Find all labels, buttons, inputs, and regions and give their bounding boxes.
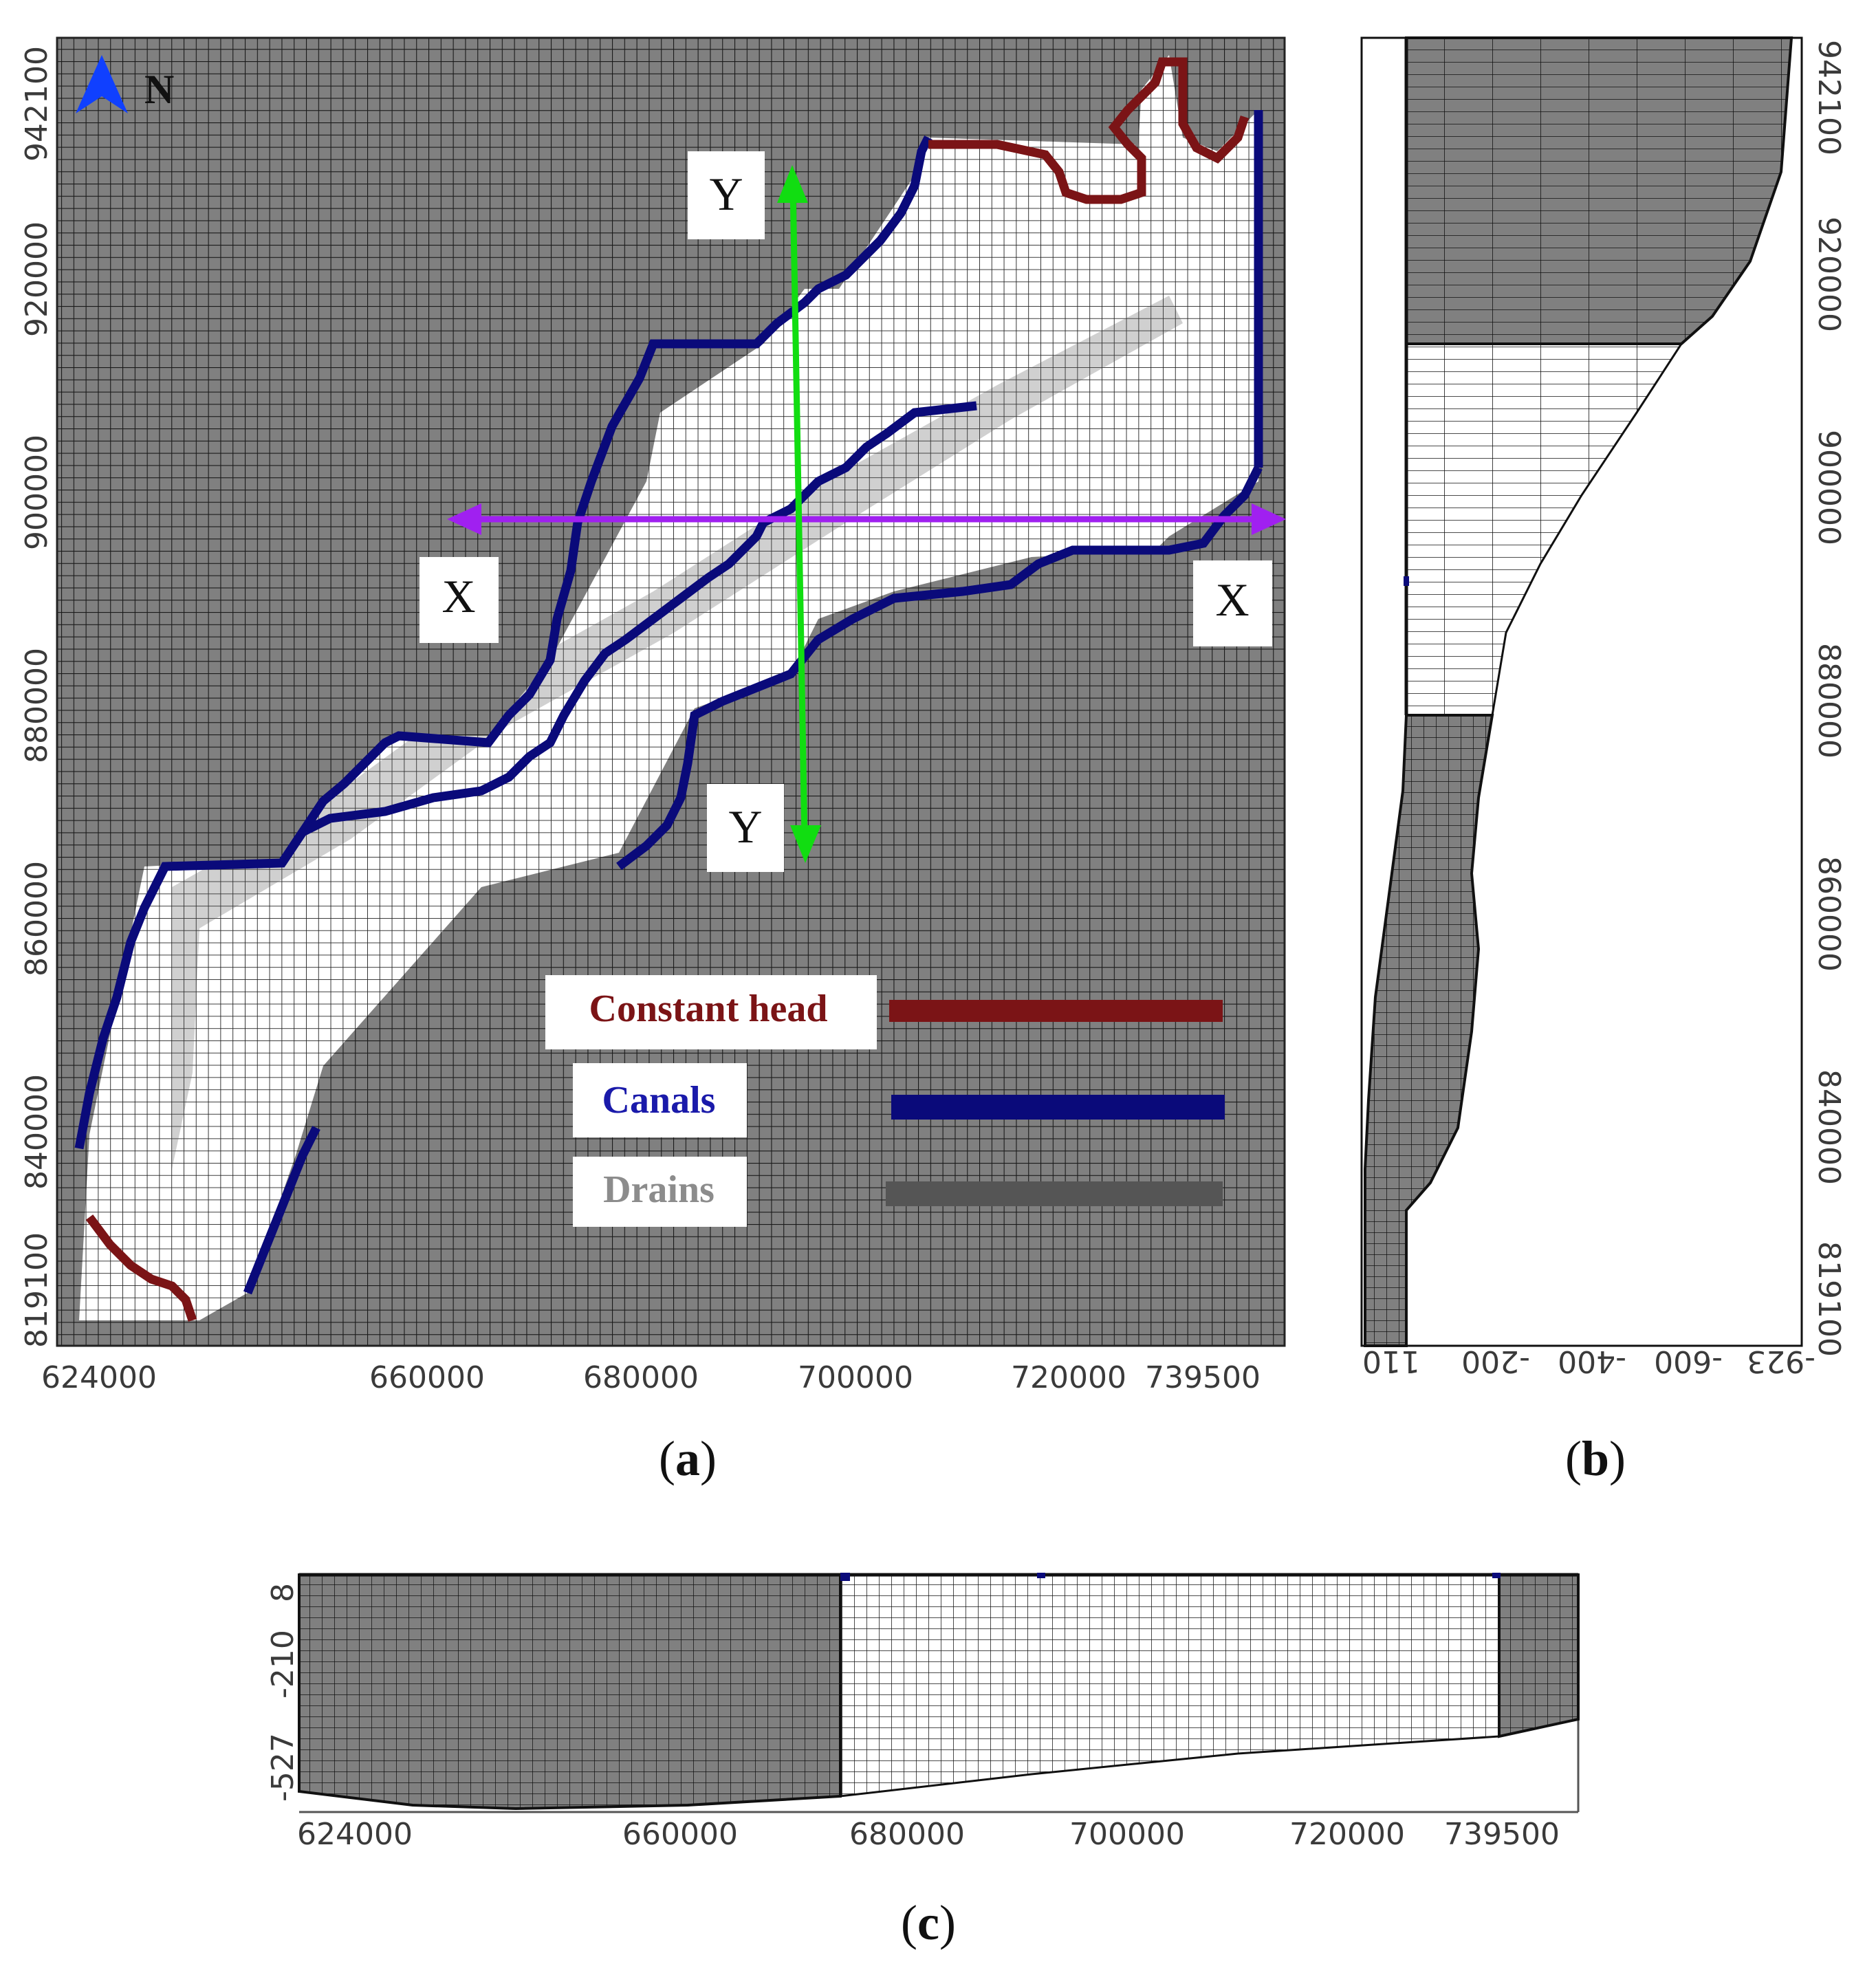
north-arrow-icon [76, 55, 128, 113]
section-y: Y Y [688, 151, 821, 872]
c-y-tick: -210 [265, 1630, 301, 1699]
b-y-tick: 942100 [1811, 40, 1846, 155]
panel-a: N X X Y Y Constant head [19, 36, 1286, 1486]
panel-c-label: (c) [901, 1895, 956, 1950]
a-x-tick: 720000 [1011, 1360, 1126, 1395]
panel-c-x-axis: 624000 660000 680000 700000 720000 73950… [297, 1817, 1560, 1852]
a-y-tick: 819100 [19, 1232, 54, 1348]
section-x-left-box [419, 557, 499, 643]
b-y-tick: 920000 [1811, 217, 1846, 332]
b-y-tick: 819100 [1811, 1241, 1846, 1357]
legend-drains-swatch [886, 1181, 1223, 1206]
panel-a-y-axis: 942100 920000 900000 880000 860000 84000… [19, 46, 54, 1348]
a-x-tick: 700000 [798, 1360, 913, 1395]
constant-head-boundaries [85, 57, 1250, 1322]
b-y-tick: 880000 [1811, 643, 1846, 759]
section-x-right-box [1193, 560, 1272, 646]
panel-c-canal-marker [1492, 1573, 1501, 1578]
a-y-tick: 942100 [19, 46, 54, 162]
c-x-tick: 720000 [1289, 1817, 1405, 1852]
legend-drains-box [573, 1157, 747, 1227]
constant-head-south-west [85, 1214, 197, 1322]
panel-b: 942100 920000 900000 880000 860000 84000… [1360, 36, 1846, 1486]
canal-boundaries [74, 110, 1263, 1295]
canal-middle [278, 401, 977, 866]
a-y-tick: 840000 [19, 1074, 54, 1190]
b-y-tick: 840000 [1811, 1069, 1846, 1185]
panel-b-upper-grid [1406, 38, 1791, 344]
canal-south-east [243, 1126, 320, 1295]
panel-c: 8 -210 -527 624000 660000 680000 700000 … [265, 1573, 1580, 1950]
a-y-tick: 860000 [19, 861, 54, 976]
panel-b-x-axis: 110 -200 -400 -600 -923 [1362, 1344, 1815, 1379]
panel-b-label: (b) [1565, 1431, 1626, 1486]
constant-head-north [928, 57, 1250, 204]
section-x-arrow-left-icon [447, 503, 481, 535]
legend-drains-label: Drains [603, 1168, 715, 1211]
section-x: X X [419, 503, 1286, 646]
c-x-tick: 660000 [622, 1817, 738, 1852]
active-model-domain [79, 55, 1258, 1320]
section-y-line [789, 185, 808, 840]
c-x-tick: 680000 [849, 1817, 965, 1852]
panel-b-y-axis: 942100 920000 900000 880000 860000 84000… [1811, 40, 1846, 1357]
panel-a-x-axis: 624000 660000 680000 700000 720000 73950… [41, 1360, 1261, 1395]
a-x-tick: 680000 [583, 1360, 699, 1395]
section-y-top-label: Y [709, 168, 743, 220]
b-x-tick: -923 [1747, 1344, 1815, 1379]
c-y-tick: -527 [265, 1733, 301, 1802]
section-y-arrow-top-icon [777, 165, 808, 203]
a-y-tick: 900000 [19, 435, 54, 550]
c-x-tick: 739500 [1444, 1817, 1560, 1852]
a-x-tick: 660000 [369, 1360, 485, 1395]
legend-constant-head-label: Constant head [589, 988, 828, 1030]
c-x-tick: 624000 [297, 1817, 413, 1852]
canal-north-west [74, 135, 932, 1150]
a-x-tick: 624000 [41, 1360, 157, 1395]
section-y-arrow-bottom-icon [790, 825, 821, 863]
panel-c-y-axis: 8 -210 -527 [265, 1583, 301, 1802]
section-y-top-box [688, 151, 765, 239]
panel-c-left-grid [299, 1575, 840, 1809]
legend-constant-head-box [545, 975, 877, 1049]
c-x-tick: 700000 [1069, 1817, 1185, 1852]
panel-a-label: (a) [659, 1431, 717, 1486]
north-arrow: N [76, 55, 174, 113]
north-label: N [144, 67, 174, 112]
legend-canals-box [573, 1063, 747, 1137]
b-x-tick: -600 [1654, 1344, 1723, 1379]
b-x-tick: -200 [1461, 1344, 1530, 1379]
section-x-left-label: X [441, 570, 475, 622]
b-x-tick: 110 [1362, 1344, 1420, 1379]
legend-canals-label: Canals [602, 1079, 716, 1122]
panel-c-right-grid [1499, 1575, 1578, 1736]
legend-canals-swatch [891, 1095, 1225, 1120]
panel-b-canal-marker [1404, 576, 1409, 586]
legend-constant-head-swatch [889, 1000, 1223, 1022]
a-x-tick: 739500 [1145, 1360, 1261, 1395]
panel-b-lower-grid [1365, 715, 1492, 1346]
b-y-tick: 860000 [1811, 856, 1846, 972]
b-y-tick: 900000 [1811, 430, 1846, 545]
section-y-bottom-box [707, 784, 784, 872]
panel-c-canal-marker [1037, 1573, 1045, 1578]
a-y-tick: 880000 [19, 648, 54, 763]
legend: Constant head Canals Drains [545, 975, 1225, 1227]
a-y-tick: 920000 [19, 221, 54, 337]
canal-south [616, 466, 1263, 871]
b-x-tick: -400 [1558, 1344, 1626, 1379]
c-y-tick: 8 [265, 1583, 301, 1602]
section-y-bottom-label: Y [728, 800, 762, 853]
section-x-arrow-right-icon [1252, 503, 1286, 535]
panel-c-canal-marker [840, 1573, 850, 1581]
section-x-right-label: X [1215, 574, 1249, 626]
